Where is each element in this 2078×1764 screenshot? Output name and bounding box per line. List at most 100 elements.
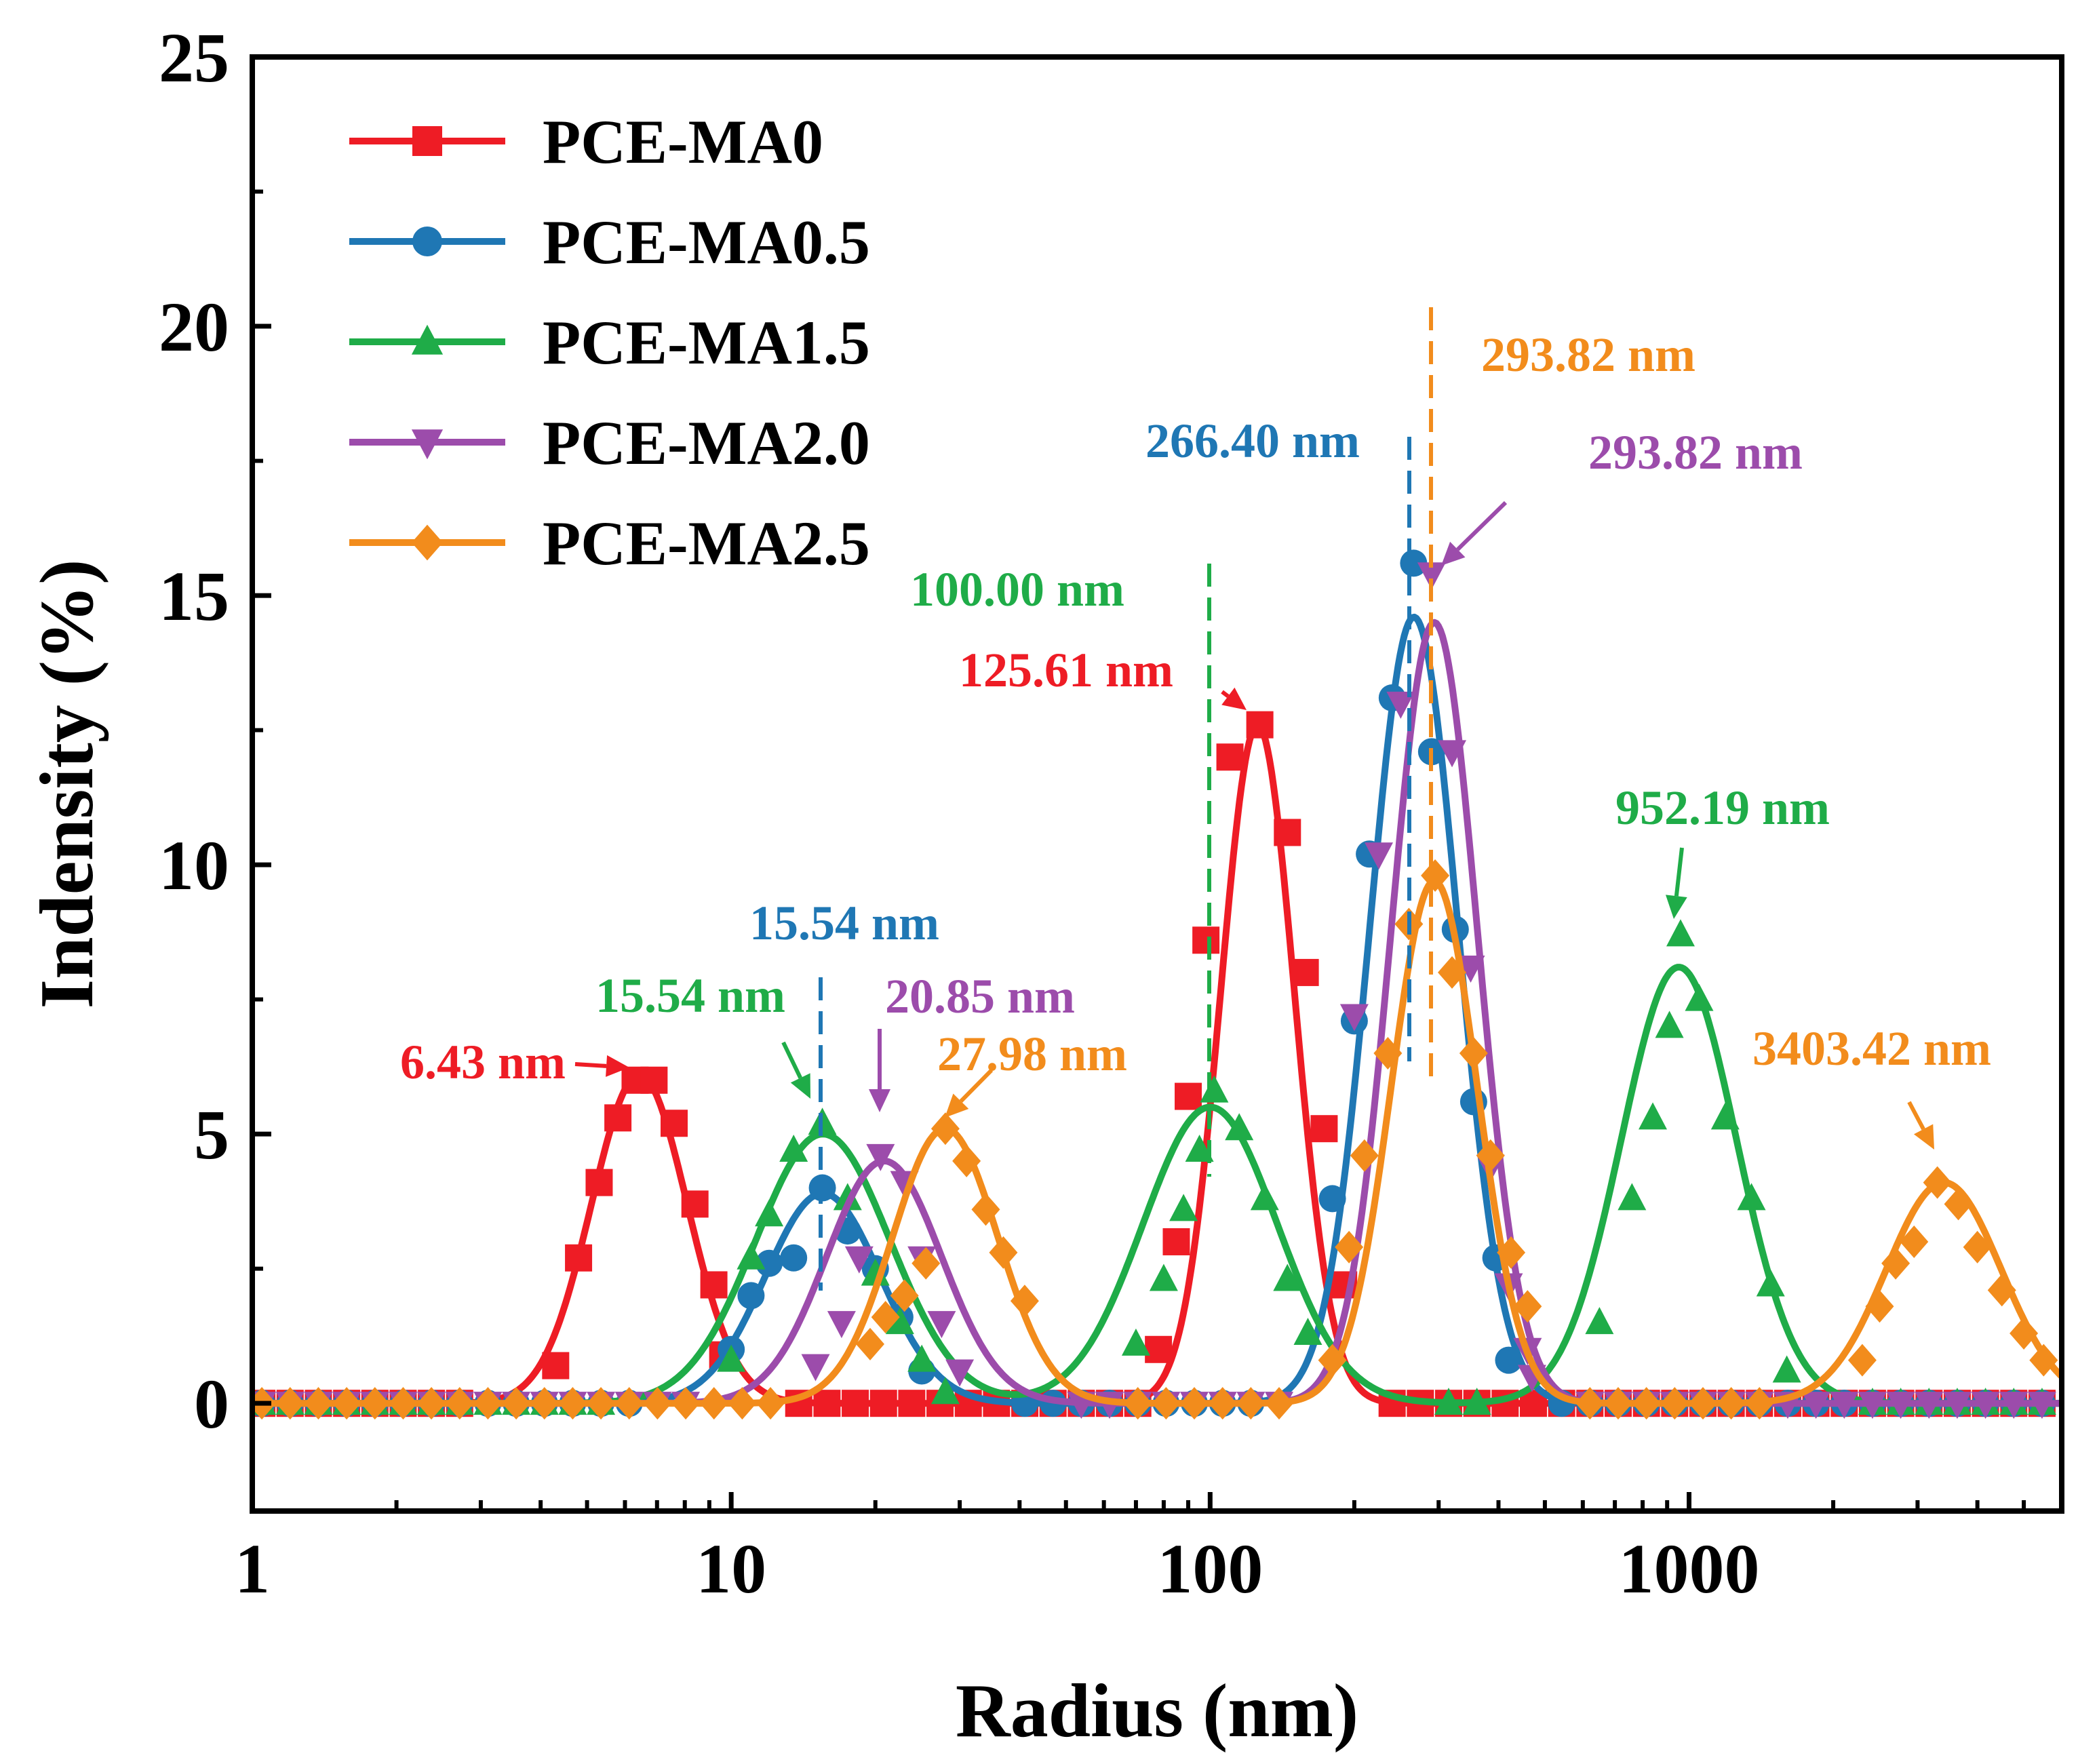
data-point [1830, 1392, 1859, 1419]
data-point [1923, 1166, 1952, 1199]
data-point [304, 1387, 333, 1420]
data-point [2010, 1316, 2039, 1350]
data-point [1847, 1344, 1877, 1377]
data-point [898, 1390, 926, 1417]
legend-label: PCE-MA2.5 [543, 509, 870, 578]
annotation-arrow-head [1221, 687, 1247, 710]
legend-marker [412, 227, 442, 256]
data-point [1293, 1317, 1322, 1345]
data-point [1603, 1387, 1632, 1420]
data-point [1438, 740, 1467, 768]
data-point [756, 1387, 785, 1420]
legend-marker [411, 524, 444, 561]
data-point [1801, 1392, 1830, 1419]
data-point [1655, 1011, 1684, 1038]
data-point [389, 1387, 418, 1420]
annotation-label: 15.54 nm [749, 896, 939, 950]
data-point [1149, 1263, 1178, 1291]
data-point [927, 1311, 956, 1339]
annotation-arrow-shaft [1674, 847, 1684, 897]
data-point [700, 1271, 728, 1299]
data-point [1944, 1188, 1973, 1221]
annotation-arrow-shaft [1907, 1101, 1925, 1131]
data-point [1365, 842, 1394, 870]
data-point [780, 1244, 808, 1272]
data-point [1717, 1387, 1746, 1420]
data-point [869, 1390, 897, 1417]
data-point [1180, 1387, 1209, 1420]
y-tick-label: 20 [159, 288, 229, 366]
annotation-pce-ma1-5-15-54-nm: 15.54 nm [595, 968, 810, 1099]
data-point [1310, 1115, 1338, 1143]
annotation-label: 952.19 nm [1615, 781, 1830, 835]
annotation-arrow-shaft [574, 1062, 607, 1068]
legend-item-pce-ma0-5: PCE-MA0.5 [349, 208, 870, 277]
legend-item-pce-ma2-0: PCE-MA2.0 [349, 408, 870, 477]
data-point [1208, 1387, 1237, 1420]
data-point [1421, 859, 1450, 892]
data-point [640, 1066, 668, 1094]
data-point [779, 1134, 808, 1162]
data-point [728, 1387, 757, 1420]
data-point [1886, 1392, 1915, 1419]
data-point [1459, 1037, 1488, 1070]
data-point [1618, 1183, 1647, 1211]
data-point [1335, 1230, 1364, 1263]
data-point [737, 1242, 766, 1270]
annotation-label: 15.54 nm [595, 968, 785, 1023]
data-point [502, 1387, 531, 1420]
data-point [643, 1387, 672, 1420]
data-point [855, 1327, 884, 1360]
data-point [1915, 1392, 1944, 1419]
annotation-arrow-head [1913, 1124, 1934, 1150]
data-point [842, 1390, 869, 1417]
annotation-label: 6.43 nm [400, 1035, 566, 1089]
data-point [1745, 1387, 1774, 1420]
annotation-pce-ma1-5-100-00-nm: 100.00 nm [910, 562, 1211, 1177]
legend-item-pce-ma1-5: PCE-MA1.5 [349, 308, 870, 377]
legend-item-pce-ma2-5: PCE-MA2.5 [349, 509, 870, 578]
data-point [755, 1199, 784, 1227]
x-axis-title: Radius (nm) [956, 1669, 1358, 1753]
annotation-label: 27.98 nm [937, 1027, 1127, 1081]
data-point [717, 1344, 746, 1372]
data-point [1497, 1236, 1526, 1269]
data-point [1216, 743, 1244, 771]
data-point [952, 1144, 981, 1177]
data-point [1865, 1290, 1894, 1323]
data-point [989, 1236, 1018, 1269]
data-point [1350, 1139, 1379, 1172]
data-point [1339, 1004, 1369, 1032]
data-point [1246, 711, 1274, 739]
data-point [1462, 1388, 1491, 1415]
legend-marker [412, 126, 442, 156]
annotation-arrow-head [606, 1055, 629, 1077]
data-point [930, 1112, 960, 1145]
data-point [587, 1387, 616, 1420]
data-point [885, 1307, 914, 1335]
x-tick-label: 100 [1157, 1530, 1263, 1608]
data-point [930, 1377, 960, 1405]
data-point [1476, 1139, 1505, 1172]
data-point [1192, 926, 1220, 954]
data-point [1373, 1037, 1403, 1070]
y-tick-label: 0 [194, 1365, 229, 1443]
data-point [1273, 1263, 1302, 1291]
annotation-label: 266.40 nm [1145, 414, 1360, 468]
data-point [1639, 1102, 1668, 1130]
data-point [1265, 1387, 1294, 1420]
data-point [737, 1282, 765, 1310]
data-point [1575, 1387, 1605, 1420]
y-axis-title: Indensity (%) [25, 560, 109, 1009]
data-point [417, 1387, 446, 1420]
annotation-pce-ma2-5-27-98-nm: 27.98 nm [937, 1027, 1127, 1118]
y-tick-label: 10 [159, 827, 229, 905]
series-pce-ma2-5 [252, 859, 2062, 1420]
data-point [844, 1246, 874, 1274]
annotation-pce-ma2-5-3403-42-nm: 3403.42 nm [1752, 1021, 1991, 1150]
data-point [473, 1387, 503, 1420]
data-point [1495, 1346, 1523, 1374]
data-point [1318, 1185, 1346, 1213]
annotation-arrow-shaft [1221, 690, 1230, 698]
data-point [1963, 1230, 1992, 1263]
